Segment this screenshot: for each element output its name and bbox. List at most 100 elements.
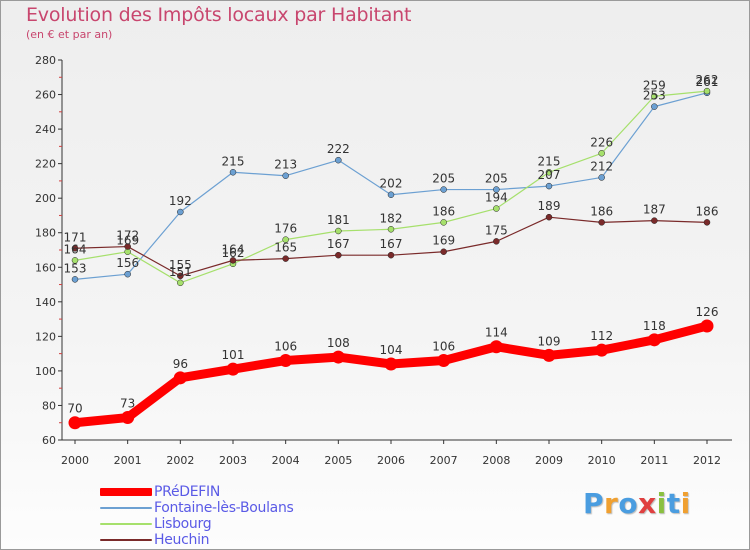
data-point (493, 238, 500, 245)
y-tick-label: 160 (35, 261, 56, 274)
logo-letter: i (680, 487, 691, 520)
data-label: 169 (432, 234, 455, 248)
data-label: 155 (169, 258, 192, 272)
data-label: 226 (590, 135, 613, 149)
data-label: 112 (590, 329, 613, 343)
x-tick-label: 2008 (482, 454, 510, 467)
y-tick-label: 60 (42, 434, 56, 447)
logo-letter: i (656, 487, 667, 520)
data-point (335, 251, 342, 259)
x-tick-label: 2000 (61, 454, 89, 467)
data-label: 176 (274, 222, 297, 236)
data-label: 189 (538, 199, 561, 213)
proxiti-logo: Proxiti (583, 487, 691, 520)
data-point (545, 182, 553, 190)
data-label: 212 (590, 159, 613, 173)
data-point (71, 276, 79, 283)
data-label: 215 (538, 154, 561, 168)
data-point (279, 354, 293, 368)
data-point (177, 272, 184, 280)
x-tick-label: 2010 (588, 454, 616, 467)
chart-title: Evolution des Impôts locaux par Habitant (26, 4, 412, 26)
data-point (387, 226, 395, 233)
data-point (335, 156, 342, 164)
data-point (384, 357, 398, 371)
legend-swatch (100, 507, 152, 509)
data-label: 167 (380, 237, 403, 251)
data-point (595, 343, 609, 357)
data-point (387, 191, 395, 198)
y-tick-label: 200 (35, 192, 56, 205)
data-label: 118 (643, 319, 666, 333)
data-label: 101 (222, 348, 245, 362)
data-label: 151 (169, 265, 192, 279)
y-tick-label: 260 (35, 89, 56, 102)
data-point (335, 227, 342, 235)
data-point (703, 219, 711, 226)
data-label: 153 (64, 261, 87, 275)
data-label: 96 (173, 357, 188, 371)
x-tick-label: 2001 (114, 454, 142, 467)
data-point (177, 279, 184, 287)
data-label: 186 (432, 204, 455, 218)
data-label: 126 (696, 305, 719, 319)
data-point (282, 255, 289, 262)
logo-letter: P (583, 487, 605, 520)
y-tick-label: 140 (35, 296, 56, 309)
data-point (68, 416, 82, 430)
data-label: 186 (590, 204, 613, 218)
data-point (493, 186, 500, 193)
data-point (124, 243, 131, 250)
data-point (282, 236, 289, 243)
data-point (440, 186, 447, 193)
x-tick-label: 2002 (166, 454, 194, 467)
data-label: 205 (485, 172, 508, 186)
data-point (700, 319, 714, 333)
data-label: 186 (696, 204, 719, 218)
data-point (282, 172, 289, 179)
data-label: 194 (485, 191, 508, 205)
y-tick-label: 100 (35, 365, 56, 378)
data-label: 262 (696, 73, 719, 87)
data-point (71, 245, 79, 252)
data-point (229, 257, 237, 264)
logo-letter: o (618, 487, 639, 520)
data-point (387, 251, 395, 259)
data-point (177, 208, 184, 216)
legend-label: PRéDEFIN (154, 484, 221, 500)
data-label: 222 (327, 142, 350, 156)
data-label: 156 (116, 256, 139, 270)
data-point (598, 150, 605, 157)
data-point (703, 87, 711, 95)
data-label: 171 (64, 230, 87, 244)
data-point (226, 362, 240, 376)
legend-swatch (100, 539, 152, 541)
data-point (598, 174, 605, 181)
data-label: 114 (485, 326, 508, 340)
data-label: 207 (538, 168, 561, 182)
data-label: 164 (64, 242, 87, 256)
legend-label: Fontaine-lès-Boulans (154, 500, 294, 516)
data-point (647, 333, 661, 347)
y-tick-label: 240 (35, 123, 56, 136)
data-point (651, 93, 658, 100)
data-label: 169 (116, 234, 139, 248)
data-label: 259 (643, 78, 666, 92)
data-label: 192 (169, 194, 192, 208)
data-label: 213 (274, 158, 297, 172)
legend-label: Heuchin (154, 532, 210, 548)
x-tick-label: 2009 (535, 454, 563, 467)
data-point (493, 205, 500, 212)
y-tick-label: 180 (35, 227, 56, 240)
chart-subtitle: (en € et par an) (26, 28, 113, 41)
legend-swatch (100, 488, 152, 496)
data-label: 215 (222, 154, 245, 168)
y-tick-label: 80 (42, 399, 56, 412)
data-point (489, 340, 503, 354)
logo-letter: r (604, 487, 619, 520)
data-label: 175 (485, 223, 508, 237)
data-label: 205 (432, 172, 455, 186)
data-point (440, 248, 447, 255)
x-tick-label: 2005 (324, 454, 352, 467)
